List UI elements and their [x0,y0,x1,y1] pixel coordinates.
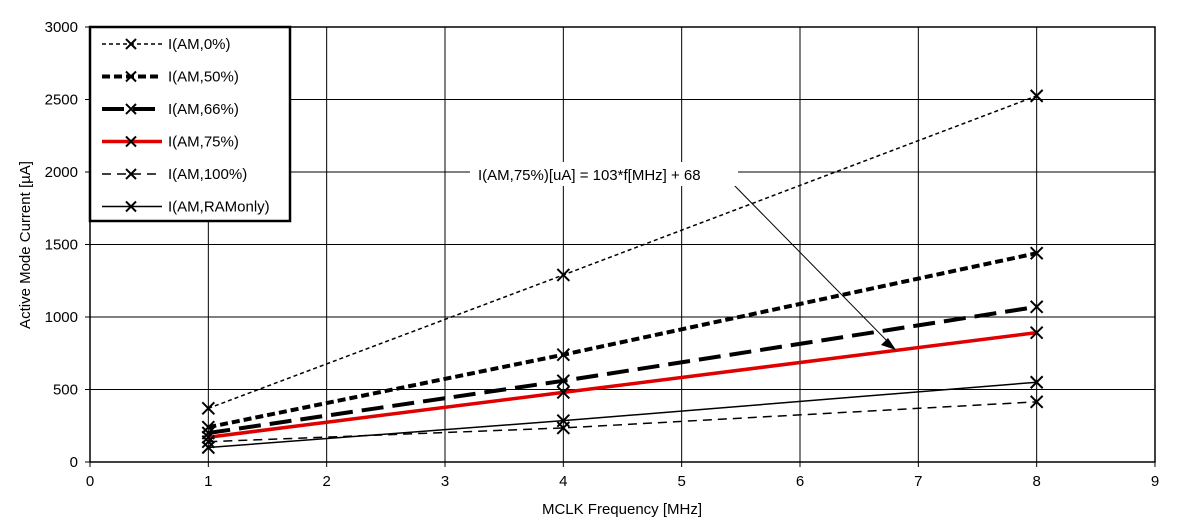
tick-labels: 0 1 2 3 4 5 6 7 8 9 0 500 1000 1500 2000 2500 3000 [45,19,1160,490]
data-point-marker [1029,375,1044,389]
data-point-marker [556,374,571,388]
annotation-leader-line [729,180,894,348]
legend-marker [125,200,137,213]
x-tick-label: 2 [322,473,330,490]
x-tick-label: 4 [559,473,567,490]
x-tick-label: 3 [441,473,449,490]
x-tick-label: 9 [1151,473,1159,490]
data-point-marker [556,347,571,362]
series-group [201,89,1044,455]
legend-label: I(AM,100%) [168,166,247,183]
legend-marker [125,135,137,148]
legend-box [88,25,292,223]
data-point-marker [201,440,216,455]
y-tick-label: 3000 [45,19,78,36]
legend-marker [125,70,137,83]
annotation-arrowhead [881,338,896,350]
x-axis-title: MCLK Frequency [MHz] [542,501,702,518]
data-point-marker [556,413,571,428]
data-point-marker [201,434,216,449]
x-tick-label: 8 [1032,473,1040,490]
x-tick-label: 6 [796,473,804,490]
legend-marker [125,168,137,180]
data-point-marker [1029,246,1044,260]
y-tick-label: 500 [53,382,78,399]
legend-label: I(AM,0%) [168,36,231,53]
x-tick-label: 5 [677,473,685,490]
y-tick-label: 2500 [45,92,78,109]
annotation-box [470,162,738,186]
legend-marker [125,103,137,115]
annotation-text: I(AM,75%)[uA] = 103*f[MHz] + 68 [478,167,701,184]
data-point-marker [1029,325,1044,340]
x-tick-label: 0 [86,473,94,490]
legend-label: I(AM,75%) [168,134,239,151]
legend-label: I(AM,RAMonly) [168,199,270,216]
legend-label: I(AM,66%) [168,101,239,118]
data-point-marker [1029,300,1044,314]
legend-marker [125,38,137,50]
x-tick-label: 1 [204,473,212,490]
data-point-marker [556,268,571,282]
y-tick-label: 1500 [45,237,78,254]
y-axis-title: Active Mode Current [µA] [17,161,34,329]
data-point-marker [1029,395,1044,409]
legend-label: I(AM,50%) [168,69,239,86]
data-point-marker [1029,89,1044,103]
y-tick-label: 2000 [45,164,78,181]
plot-border [89,26,1156,463]
equation-annotation: I(AM,75%)[uA] = 103*f[MHz] + 68 [470,162,896,350]
x-tick-label: 7 [914,473,922,490]
data-point-marker [556,385,571,400]
y-tick-label: 0 [70,454,78,471]
data-point-marker [201,401,216,416]
legend: I(AM,0%) I(AM,50%) I(AM,66%) I(AM,75%) I(AM,… [88,25,292,223]
y-tick-label: 1000 [45,309,78,326]
